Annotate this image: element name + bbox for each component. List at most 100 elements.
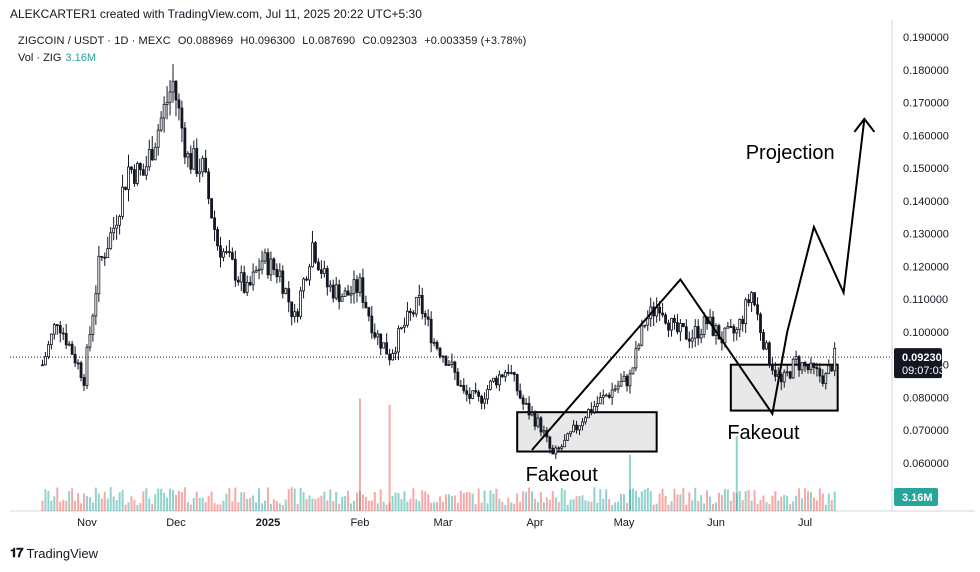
candle-body	[723, 327, 727, 344]
candle-body	[242, 272, 246, 293]
volume-bar	[768, 503, 771, 511]
candle-body	[770, 364, 774, 371]
attribution-header: ALEKCARTER1 created with TradingView.com…	[10, 7, 422, 21]
volume-bar	[269, 504, 272, 511]
volume-bar	[569, 499, 572, 511]
candle-body	[311, 242, 314, 268]
volume-bar	[697, 501, 700, 511]
volume-group	[41, 398, 836, 511]
candle-body	[453, 361, 457, 373]
fakeout-label-left: Fakeout	[526, 464, 599, 486]
volume-bar	[379, 489, 382, 511]
volume-bar	[148, 498, 151, 511]
volume-bar	[667, 504, 670, 511]
candle-body	[308, 266, 311, 281]
volume-bar	[189, 504, 192, 511]
volume-label[interactable]: Vol · ZIG	[18, 52, 62, 64]
candle-body	[690, 337, 694, 342]
candle-body	[607, 394, 611, 398]
candle-body	[563, 439, 567, 448]
volume-bar	[436, 502, 439, 511]
candle-body	[248, 282, 252, 286]
candle-body	[370, 315, 374, 334]
volume-bar	[204, 502, 207, 511]
volume-bar	[275, 501, 278, 511]
candle-body	[373, 332, 377, 338]
candle-body	[693, 326, 697, 339]
candle-body	[759, 313, 762, 333]
candle-body	[192, 148, 196, 170]
volume-bar	[792, 501, 795, 511]
volume-bar	[548, 499, 551, 511]
volume-bar	[551, 490, 554, 511]
candle-body	[456, 371, 460, 386]
candle-body	[254, 269, 258, 273]
candle-body	[429, 318, 433, 344]
volume-bar	[581, 495, 584, 511]
candle-body	[696, 326, 700, 339]
volume-bar	[608, 499, 611, 511]
candle-body	[435, 341, 439, 349]
volume-bar	[723, 488, 726, 511]
candle-body	[352, 279, 356, 294]
candle-body	[349, 293, 353, 296]
candle-body	[245, 282, 249, 293]
volume-bar	[664, 495, 667, 511]
volume-bar	[456, 502, 459, 511]
candle-body	[168, 91, 172, 103]
candle-body	[601, 394, 605, 398]
candle-body	[174, 80, 178, 101]
candle-body	[334, 284, 338, 299]
candle-body	[150, 149, 154, 161]
volume-bar	[744, 491, 747, 511]
volume-bar	[462, 493, 465, 511]
candle-body	[480, 395, 483, 404]
volume-bar	[661, 488, 664, 511]
candle-body	[82, 377, 86, 386]
volume-bar	[136, 504, 139, 511]
volume-bar	[830, 500, 833, 511]
candle-body	[216, 229, 219, 247]
candle-body	[438, 347, 442, 357]
volume-bar	[192, 497, 195, 511]
candle-body	[305, 278, 308, 281]
volume-bar	[507, 497, 510, 511]
volume-bar	[97, 493, 100, 511]
volume-bar	[631, 488, 634, 511]
volume-bar	[593, 487, 596, 511]
symbol-label[interactable]: ZIGCOIN / USDT · 1D · MEXC	[18, 35, 171, 47]
candle-body	[210, 198, 213, 219]
volume-bar	[85, 496, 88, 511]
volume-bar	[266, 487, 269, 511]
volume-bar	[409, 498, 412, 511]
volume-bar	[290, 487, 293, 511]
candle-body	[833, 347, 837, 372]
volume-bar	[492, 493, 495, 511]
candle-body	[186, 153, 190, 158]
volume-bar	[50, 500, 53, 511]
tradingview-icon: 𝟏𝟕	[10, 545, 24, 560]
volume-bar	[151, 503, 154, 511]
candle-body	[94, 293, 98, 317]
tradingview-logo[interactable]: 𝟏𝟕 TradingView	[10, 545, 98, 561]
candle-body	[465, 390, 469, 395]
volume-bar	[53, 496, 56, 511]
volume-bar	[91, 502, 94, 511]
candle-body	[726, 326, 730, 329]
candle-body	[702, 316, 706, 335]
candle-body	[794, 356, 798, 360]
volume-bar	[670, 501, 673, 511]
volume-bar	[314, 499, 317, 511]
volume-bar	[299, 487, 302, 511]
volume-bar	[444, 494, 447, 511]
volume-bar	[762, 495, 765, 511]
volume-bar	[809, 492, 812, 511]
volume-bar	[261, 503, 264, 511]
volume-bar	[341, 496, 344, 511]
volume-bar	[516, 493, 519, 511]
volume-bar	[480, 502, 483, 511]
volume-bar	[364, 496, 367, 511]
volume-bar	[109, 487, 112, 511]
candle-body	[385, 342, 389, 355]
